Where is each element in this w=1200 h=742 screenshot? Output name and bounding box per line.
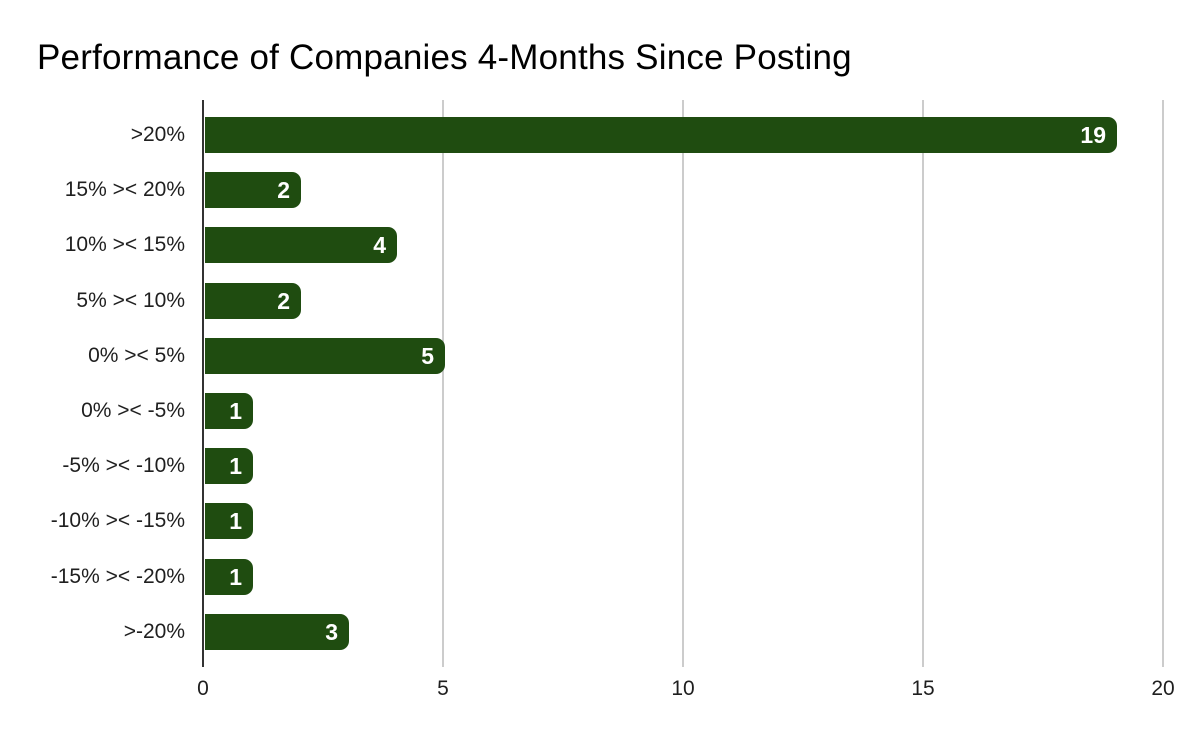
bar-value-label: 5 (421, 342, 434, 369)
bar: 2 (205, 282, 301, 319)
gridline (442, 100, 444, 667)
gridline (1162, 100, 1164, 667)
y-axis-category-labels: >20% 15% >< 20% 10% >< 15% 5% >< 10% 0% >< 5… (0, 100, 194, 667)
x-axis-tick-label: 10 (671, 677, 695, 700)
bar: 5 (205, 337, 445, 374)
bar: 2 (205, 172, 301, 209)
category-label: 0% >< 5% (88, 343, 185, 367)
category-label: 15% >< 20% (64, 178, 185, 202)
bar-value-label: 1 (229, 563, 242, 590)
gridline (922, 100, 924, 667)
bar-value-label: 19 (1080, 122, 1106, 148)
bar-value-label: 2 (277, 287, 290, 314)
bar-value-label: 1 (229, 508, 242, 535)
category-label: >20% (130, 123, 185, 146)
category-label: >-20% (123, 619, 185, 643)
x-axis-tick-label: 5 (437, 677, 449, 700)
category-label: -5% >< -10% (62, 454, 185, 478)
bar: 3 (205, 613, 349, 650)
category-label: 0% >< -5% (81, 399, 185, 422)
bar: 19 (205, 117, 1117, 153)
bar-value-label: 2 (277, 177, 290, 204)
bar: 1 (205, 558, 253, 595)
bar: 1 (205, 393, 253, 429)
category-label: -15% >< -20% (50, 564, 185, 588)
chart-title: Performance of Companies 4-Months Since … (37, 38, 852, 77)
gridline (682, 100, 684, 667)
plot-area: 19 2 4 2 5 1 1 1 1 3 (202, 100, 1188, 667)
bar-value-label: 4 (373, 232, 386, 259)
y-axis-line (202, 100, 204, 667)
category-label: 5% >< 10% (76, 288, 185, 312)
bar-value-label: 1 (229, 398, 242, 424)
x-axis-tick-labels: 0 5 10 15 20 (0, 676, 1200, 706)
x-axis-tick-label: 0 (197, 677, 209, 700)
bar-value-label: 1 (229, 453, 242, 480)
bar: 4 (205, 227, 397, 264)
x-axis-tick-label: 15 (911, 677, 935, 700)
category-label: -10% >< -15% (50, 509, 185, 533)
bar: 1 (205, 448, 253, 485)
category-label: 10% >< 15% (64, 233, 185, 257)
x-axis-tick-label: 20 (1151, 677, 1175, 700)
bar: 1 (205, 503, 253, 540)
bar-value-label: 3 (325, 618, 338, 645)
